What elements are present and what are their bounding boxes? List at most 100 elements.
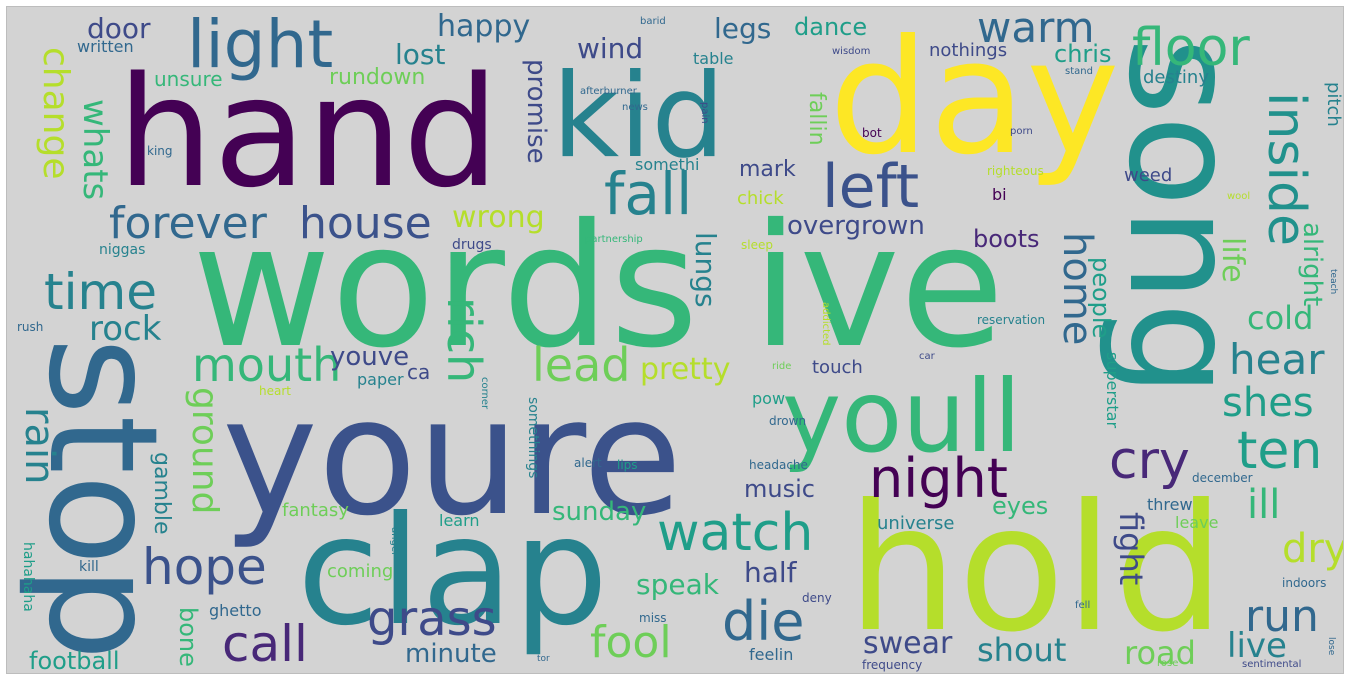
- word-fantasy: fantasy: [282, 500, 349, 521]
- word-football: football: [29, 647, 120, 674]
- word-lungs: lungs: [689, 232, 722, 308]
- word-lost: lost: [395, 38, 446, 71]
- word-run: run: [1245, 591, 1319, 642]
- word-ghetto: ghetto: [209, 601, 262, 620]
- word-addicted: addicted: [820, 302, 831, 346]
- word-threw: threw: [1147, 495, 1193, 514]
- word-legs: legs: [714, 12, 772, 45]
- word-change: change: [35, 47, 76, 180]
- word-mark: mark: [739, 157, 796, 182]
- word-night: night: [869, 447, 1008, 510]
- word-wind: wind: [577, 32, 644, 65]
- word-youre: youre: [222, 364, 683, 552]
- word-headache: headache: [749, 458, 808, 472]
- word-destiny: destiny: [1143, 67, 1209, 88]
- word-cold: cold: [1247, 299, 1314, 337]
- word-frequency: frequency: [862, 658, 923, 672]
- word-chris: chris: [1054, 40, 1112, 68]
- word-car: car: [919, 351, 935, 362]
- word-ten: ten: [1237, 421, 1323, 481]
- word-lips: lips: [617, 458, 638, 472]
- word-shes: shes: [1222, 380, 1314, 426]
- word-rich: rich: [437, 297, 491, 384]
- word-watch: watch: [657, 503, 814, 563]
- word-superstar: superstar: [1103, 352, 1122, 429]
- word-fool: fool: [590, 617, 672, 668]
- word-stand: stand: [1065, 66, 1093, 77]
- word-table: table: [693, 49, 734, 68]
- word-drown: drown: [769, 414, 807, 428]
- word-day: day: [829, 6, 1120, 190]
- word-wrong: wrong: [452, 200, 545, 235]
- word-nothings: nothings: [929, 40, 1008, 61]
- word-door: door: [87, 12, 151, 45]
- word-ive: ive: [752, 188, 1005, 386]
- word-people: people: [1087, 257, 1115, 339]
- word-december: december: [1192, 471, 1253, 485]
- word-bone: bone: [174, 607, 202, 667]
- word-music: music: [744, 475, 815, 503]
- word-fall: fall: [604, 160, 693, 228]
- word-sentimental: sentimental: [1242, 659, 1302, 670]
- word-tor: tor: [537, 654, 550, 664]
- word-live: live: [1227, 626, 1287, 666]
- word-rush: rush: [17, 320, 44, 334]
- word-porn: porn: [1010, 126, 1033, 137]
- word-rundown: rundown: [329, 65, 426, 90]
- word-written: written: [77, 37, 134, 56]
- word-cloud: hand kid day song words ive youre stop c…: [6, 6, 1344, 674]
- word-clap: clap: [297, 485, 609, 659]
- word-righteous: righteous: [987, 164, 1044, 178]
- word-coming: coming: [327, 561, 394, 582]
- word-sunday: sunday: [552, 497, 647, 527]
- word-fell: fell: [1075, 600, 1091, 611]
- word-partnership: partnership: [585, 234, 643, 245]
- word-sleep: sleep: [741, 238, 773, 252]
- word-kill: kill: [79, 559, 99, 575]
- word-learn: learn: [439, 511, 480, 530]
- word-wool: wool: [1227, 191, 1251, 202]
- word-minute: minute: [405, 639, 497, 669]
- word-boots: boots: [973, 225, 1040, 253]
- word-feelin: feelin: [749, 645, 794, 664]
- word-indoors: indoors: [1282, 576, 1327, 590]
- word-afterburner: afterburner: [580, 86, 637, 97]
- word-somethings: somethings: [525, 397, 541, 479]
- word-angel: angel: [389, 527, 400, 555]
- word-pretty: pretty: [640, 352, 731, 387]
- word-light: light: [187, 6, 334, 83]
- word-wisdom: wisdom: [832, 46, 871, 57]
- word-bi: bi: [992, 185, 1007, 204]
- word-overgrown: overgrown: [787, 211, 925, 241]
- word-corner: corner: [479, 377, 490, 410]
- word-shout: shout: [977, 631, 1067, 669]
- word-ground: ground: [184, 387, 225, 515]
- word-words: words: [192, 188, 699, 386]
- word-paper: paper: [357, 370, 404, 389]
- word-pain: pain: [699, 102, 710, 124]
- word-dry: dry: [1282, 526, 1344, 572]
- word-lose: lose: [1326, 637, 1336, 656]
- word-weed: weed: [1124, 165, 1173, 186]
- word-bot: bot: [862, 126, 882, 140]
- word-cry: cry: [1109, 431, 1190, 491]
- word-hahahaha: hahahaha: [20, 542, 36, 612]
- word-teach: teach: [1328, 269, 1338, 295]
- word-half: half: [744, 556, 797, 589]
- word-ca: ca: [407, 360, 431, 384]
- word-fight: fight: [1112, 512, 1150, 586]
- word-house: house: [299, 198, 432, 249]
- word-deny: deny: [802, 591, 832, 605]
- word-dance: dance: [794, 13, 868, 41]
- word-youll: youll: [782, 358, 1022, 475]
- word-miss: miss: [639, 611, 667, 625]
- word-ill: ill: [1247, 482, 1281, 528]
- word-barid: barid: [640, 16, 666, 27]
- word-floor: floor: [1132, 18, 1250, 78]
- word-alert: alert: [574, 456, 602, 470]
- word-rain: rain: [16, 407, 62, 485]
- word-reservation: reservation: [977, 313, 1046, 327]
- word-youve: youve: [330, 342, 410, 372]
- word-heart: heart: [259, 384, 291, 398]
- word-happy: happy: [437, 9, 531, 44]
